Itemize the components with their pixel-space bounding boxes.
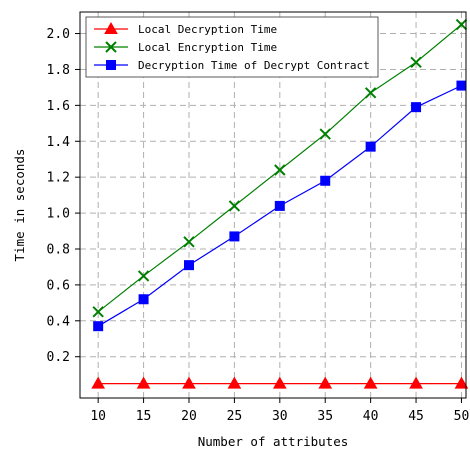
data-point [410,56,422,68]
legend-marker [105,41,117,53]
data-point [319,128,331,140]
data-point [136,376,151,389]
data-point [182,376,196,389]
x-axis-label: Number of attributes [198,434,349,449]
data-point [93,321,104,332]
x-tick-label: 15 [136,409,152,424]
marker-stroke [137,270,150,282]
data-point [318,376,333,389]
data-point [229,231,240,242]
marker-stroke [455,18,468,31]
data-point [91,376,106,389]
y-axis-label: Time in seconds [12,149,27,262]
marker-stroke [183,236,195,248]
series-2 [92,18,468,318]
legend: Local Decryption Time Local Encryption Ti… [85,16,379,78]
legend-marker [104,21,118,34]
y-tick-label: 1.4 [47,135,71,150]
data-point [228,200,241,212]
data-point [92,306,104,318]
x-tick-label: 35 [317,409,333,424]
data-point [365,141,376,152]
data-point [320,175,331,186]
marker-stroke [364,87,377,99]
axis-ticks: 10 15 20 25 30 35 40 45 50 0.2 0.4 0.6 0.8 1.0 1.2 1.4 1… [47,27,470,424]
legend-label: Local Decryption Time [138,23,277,36]
series-3 [93,80,467,332]
y-tick-label: 0.8 [47,242,70,257]
data-point [364,87,377,99]
data-point [274,164,286,176]
y-tick-label: 1.8 [47,63,70,78]
data-point [454,376,469,389]
data-point [272,376,287,389]
legend-item: Decryption Time of Decrypt Contract [94,59,370,72]
y-tick-label: 2.0 [47,27,70,42]
data-point [455,18,468,31]
marker-stroke [105,41,117,53]
legend-box [85,16,379,78]
plot-frame [79,11,467,399]
data-point [456,80,467,91]
x-tick-label: 45 [408,409,424,424]
x-tick-label: 10 [90,409,106,424]
x-tick-label: 20 [181,409,197,424]
y-tick-label: 1.2 [47,171,70,186]
legend-item: Local Decryption Time [94,21,277,36]
legend-marker [106,60,116,70]
data-point [138,294,149,305]
marker-stroke [228,200,241,212]
data-point [411,102,422,113]
data-point [274,200,285,211]
marker-stroke [319,128,331,140]
data-point [363,376,378,389]
marker-stroke [410,56,422,68]
data-point [183,260,194,271]
legend-item: Local Encryption Time [94,41,277,54]
data-point [137,270,150,282]
series-1 [91,376,469,389]
data-point [183,236,195,248]
marker-stroke [274,164,286,176]
data-point [227,376,242,389]
y-tick-label: 0.6 [47,278,70,293]
y-tick-label: 0.2 [47,350,70,365]
y-tick-label: 1.6 [47,99,70,114]
series-layer [91,18,469,389]
x-tick-label: 50 [454,409,470,424]
legend-label: Decryption Time of Decrypt Contract [138,59,370,72]
data-point [409,376,423,389]
y-tick-label: 1.0 [47,207,70,222]
x-tick-label: 30 [272,409,288,424]
x-tick-label: 40 [363,409,379,424]
legend-label: Local Encryption Time [138,41,277,54]
marker-stroke [92,306,104,318]
x-tick-label: 25 [227,409,243,424]
y-tick-label: 0.4 [47,314,71,329]
